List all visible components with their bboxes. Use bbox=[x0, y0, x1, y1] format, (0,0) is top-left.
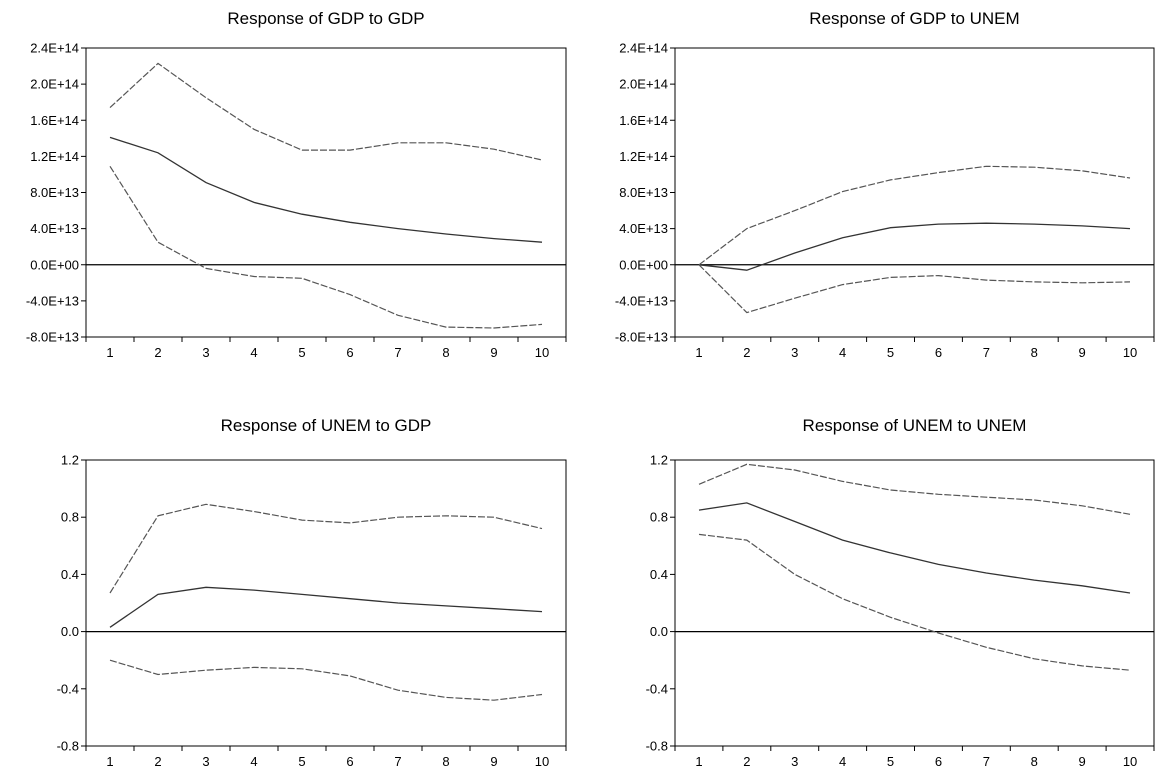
upper-band-line bbox=[698, 463, 1131, 515]
chart-3: Response of UNEM to GDP -0.8 -0.4 0.0 0.4 0.8… bbox=[57, 416, 567, 769]
y-tick-label: 1.6E+14 bbox=[30, 113, 79, 128]
response-line bbox=[109, 586, 543, 628]
x-tick-label: 4 bbox=[839, 754, 846, 769]
x-tick-label: 6 bbox=[935, 345, 942, 360]
chart-panel-2: Response of GDP to UNEM -8.0E+13 -4.0E+13 0… bbox=[578, 0, 1156, 391]
lower-band-line bbox=[698, 264, 1131, 314]
y-tick-label: 4.0E+13 bbox=[30, 221, 79, 236]
x-tick-label: 2 bbox=[154, 754, 161, 769]
y-tick-label: 0.0 bbox=[61, 624, 79, 639]
y-tick-label: -0.8 bbox=[646, 739, 668, 754]
y-tick-label: -4.0E+13 bbox=[26, 293, 79, 308]
x-tick-label: 8 bbox=[442, 345, 449, 360]
chart-4: Response of UNEM to UNEM -0.8 -0.4 0.0 0.4 0.… bbox=[646, 416, 1155, 769]
x-tick-label: 3 bbox=[202, 345, 209, 360]
x-tick-label: 4 bbox=[839, 345, 846, 360]
y-tick-label: 1.2 bbox=[61, 453, 79, 468]
x-tick-label: 2 bbox=[154, 345, 161, 360]
chart-title: Response of UNEM to UNEM bbox=[803, 416, 1027, 435]
plot-frame bbox=[85, 47, 567, 338]
x-tick-label: 2 bbox=[743, 754, 750, 769]
upper-band-line bbox=[109, 62, 543, 161]
x-tick-label: 8 bbox=[442, 754, 449, 769]
y-tick-label: -4.0E+13 bbox=[615, 293, 668, 308]
x-tick-label: 4 bbox=[250, 754, 257, 769]
x-tick-label: 6 bbox=[346, 345, 353, 360]
chart-2: Response of GDP to UNEM -8.0E+13 -4.0E+13 0… bbox=[615, 9, 1155, 360]
chart-title: Response of GDP to UNEM bbox=[809, 9, 1019, 28]
x-tick-label: 5 bbox=[887, 754, 894, 769]
x-tick-label: 10 bbox=[1123, 345, 1137, 360]
response-line bbox=[698, 502, 1131, 594]
x-tick-label: 3 bbox=[791, 754, 798, 769]
chart-panel-1: Response of GDP to GDP -8.0E+13 -4.0E+13 0.… bbox=[0, 0, 578, 391]
chart-panel-3: Response of UNEM to GDP -0.8 -0.4 0.0 0.4 0.8… bbox=[0, 391, 578, 782]
y-tick-label: 0.0E+00 bbox=[619, 257, 668, 272]
x-tick-label: 4 bbox=[250, 345, 257, 360]
x-tick-label: 8 bbox=[1031, 754, 1038, 769]
x-tick-label: 2 bbox=[743, 345, 750, 360]
upper-band-line bbox=[698, 165, 1131, 266]
x-tick-label: 10 bbox=[1123, 754, 1137, 769]
y-tick-label: -8.0E+13 bbox=[615, 330, 668, 345]
x-tick-label: 1 bbox=[695, 345, 702, 360]
y-tick-label: 1.2E+14 bbox=[619, 149, 668, 164]
y-tick-label: 0.8 bbox=[650, 510, 668, 525]
y-tick-label: 2.0E+14 bbox=[30, 77, 79, 92]
lower-band-line bbox=[698, 533, 1131, 671]
chart-panel-4: Response of UNEM to UNEM -0.8 -0.4 0.0 0.4 0.… bbox=[578, 391, 1156, 782]
y-tick-label: 1.2E+14 bbox=[30, 149, 79, 164]
y-tick-label: 4.0E+13 bbox=[619, 221, 668, 236]
y-tick-label: 0.4 bbox=[61, 567, 79, 582]
y-tick-label: 2.0E+14 bbox=[619, 77, 668, 92]
y-tick-label: -0.8 bbox=[57, 739, 79, 754]
x-tick-label: 5 bbox=[887, 345, 894, 360]
x-tick-label: 7 bbox=[394, 345, 401, 360]
x-tick-label: 1 bbox=[106, 345, 113, 360]
response-line bbox=[109, 136, 543, 243]
x-tick-label: 1 bbox=[106, 754, 113, 769]
x-tick-label: 7 bbox=[983, 754, 990, 769]
y-tick-label: 0.8 bbox=[61, 510, 79, 525]
y-tick-label: 0.4 bbox=[650, 567, 668, 582]
x-tick-label: 5 bbox=[298, 754, 305, 769]
x-tick-label: 7 bbox=[394, 754, 401, 769]
y-tick-label: 1.6E+14 bbox=[619, 113, 668, 128]
chart-title: Response of UNEM to GDP bbox=[221, 416, 432, 435]
y-tick-label: 8.0E+13 bbox=[30, 185, 79, 200]
chart-title: Response of GDP to GDP bbox=[227, 9, 424, 28]
y-tick-label: 1.2 bbox=[650, 453, 668, 468]
y-tick-label: 0.0 bbox=[650, 624, 668, 639]
x-tick-label: 10 bbox=[535, 345, 549, 360]
x-tick-label: 6 bbox=[346, 754, 353, 769]
x-tick-label: 8 bbox=[1031, 345, 1038, 360]
chart-1: Response of GDP to GDP -8.0E+13 -4.0E+13 0.… bbox=[26, 9, 567, 360]
upper-band-line bbox=[109, 503, 543, 594]
y-tick-label: 0.0E+00 bbox=[30, 257, 79, 272]
response-line bbox=[698, 222, 1131, 271]
x-tick-label: 10 bbox=[535, 754, 549, 769]
x-tick-label: 9 bbox=[1079, 754, 1086, 769]
lower-band-line bbox=[109, 659, 543, 701]
x-tick-label: 6 bbox=[935, 754, 942, 769]
x-tick-label: 9 bbox=[1079, 345, 1086, 360]
x-tick-label: 1 bbox=[695, 754, 702, 769]
lower-band-line bbox=[109, 165, 543, 329]
y-tick-label: 2.4E+14 bbox=[30, 41, 79, 56]
plot-frame bbox=[85, 459, 567, 747]
plot-frame bbox=[674, 47, 1155, 338]
y-tick-label: -8.0E+13 bbox=[26, 330, 79, 345]
x-tick-label: 7 bbox=[983, 345, 990, 360]
x-tick-label: 3 bbox=[202, 754, 209, 769]
y-tick-label: -0.4 bbox=[57, 681, 79, 696]
y-tick-label: 8.0E+13 bbox=[619, 185, 668, 200]
x-tick-label: 9 bbox=[490, 345, 497, 360]
x-tick-label: 9 bbox=[490, 754, 497, 769]
x-tick-label: 3 bbox=[791, 345, 798, 360]
x-tick-label: 5 bbox=[298, 345, 305, 360]
y-tick-label: -0.4 bbox=[646, 681, 668, 696]
y-tick-label: 2.4E+14 bbox=[619, 41, 668, 56]
